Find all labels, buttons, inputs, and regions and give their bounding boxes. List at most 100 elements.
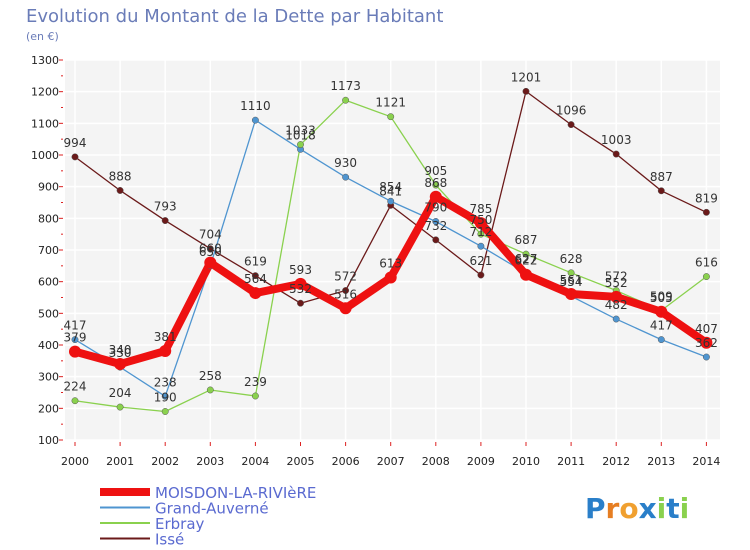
logo-letter: o bbox=[619, 492, 638, 525]
data-label: 330 bbox=[109, 346, 132, 360]
y-tick-label: 300 bbox=[38, 371, 59, 384]
data-point bbox=[702, 273, 710, 281]
data-label: 362 bbox=[695, 336, 718, 350]
x-tick-label: 2003 bbox=[196, 455, 224, 468]
data-label: 888 bbox=[109, 169, 132, 183]
data-label: 340 bbox=[109, 343, 132, 357]
y-axis-labels: 100 200 300 400 500 600 700 800 900 1000 1100 1200 1… bbox=[31, 54, 59, 447]
data-point bbox=[522, 87, 530, 95]
y-tick-label: 800 bbox=[38, 212, 59, 225]
y-tick-label: 1300 bbox=[31, 54, 59, 67]
legend-label: Erbray bbox=[155, 515, 205, 533]
data-point bbox=[432, 181, 440, 189]
data-point bbox=[297, 299, 304, 307]
data-label: 994 bbox=[64, 136, 87, 150]
data-label: 1201 bbox=[511, 70, 542, 84]
data-label: 482 bbox=[605, 298, 628, 312]
chart-subtitle: (en €) bbox=[26, 30, 59, 43]
data-point bbox=[251, 392, 259, 400]
axis-ticks bbox=[59, 59, 707, 446]
data-label: 258 bbox=[199, 369, 222, 383]
x-tick-label: 2008 bbox=[422, 455, 450, 468]
x-tick-label: 2004 bbox=[241, 455, 269, 468]
data-label: 616 bbox=[695, 256, 718, 270]
legend-label: MOISDON-LA-RIVIèRE bbox=[155, 484, 316, 502]
data-label: 622 bbox=[515, 254, 538, 268]
x-tick-label: 2006 bbox=[332, 455, 360, 468]
data-point bbox=[161, 392, 169, 400]
data-label: 819 bbox=[695, 191, 718, 205]
data-label: 238 bbox=[154, 375, 177, 389]
data-label: 687 bbox=[515, 233, 538, 247]
data-point bbox=[342, 173, 350, 181]
data-label: 190 bbox=[154, 391, 177, 405]
data-point bbox=[567, 269, 575, 277]
data-label: 554 bbox=[560, 275, 583, 289]
grid-lines bbox=[65, 59, 720, 441]
data-label: 1096 bbox=[556, 104, 587, 118]
data-point bbox=[565, 288, 578, 301]
data-label: 417 bbox=[64, 319, 87, 333]
data-label: 712 bbox=[469, 225, 492, 239]
x-tick-label: 2001 bbox=[106, 455, 134, 468]
data-point bbox=[387, 197, 395, 205]
data-point bbox=[429, 190, 442, 203]
data-point bbox=[114, 358, 127, 370]
data-point bbox=[700, 336, 713, 349]
data-label: 1033 bbox=[285, 124, 316, 138]
data-point bbox=[161, 408, 169, 415]
x-tick-label: 2014 bbox=[692, 455, 720, 468]
logo-letter: t bbox=[666, 492, 679, 525]
logo-letter: i bbox=[657, 492, 667, 525]
data-label: 407 bbox=[695, 322, 718, 336]
data-label: 572 bbox=[334, 270, 357, 284]
data-point bbox=[702, 353, 710, 361]
x-tick-label: 2007 bbox=[377, 455, 405, 468]
proxiti-logo: Proxiti bbox=[585, 492, 689, 525]
data-point bbox=[69, 345, 81, 358]
y-tick-label: 400 bbox=[38, 339, 59, 352]
data-label: 930 bbox=[334, 156, 357, 170]
y-tick-label: 1200 bbox=[31, 86, 59, 99]
data-label: 516 bbox=[334, 287, 357, 301]
logo-letter: r bbox=[606, 492, 620, 525]
data-point bbox=[251, 272, 259, 280]
data-label: 790 bbox=[424, 201, 447, 215]
data-label: 552 bbox=[605, 276, 628, 290]
data-point bbox=[116, 187, 124, 194]
data-label: 704 bbox=[199, 228, 222, 242]
data-label: 1003 bbox=[601, 133, 632, 147]
logo-letter: x bbox=[639, 492, 657, 525]
data-label: 613 bbox=[379, 257, 402, 271]
data-point bbox=[249, 287, 262, 300]
data-label: 619 bbox=[244, 255, 267, 269]
data-label: 905 bbox=[424, 164, 447, 178]
data-point bbox=[251, 116, 259, 124]
data-point bbox=[387, 113, 395, 121]
data-point bbox=[610, 290, 623, 303]
data-point bbox=[655, 305, 668, 318]
y-tick-label: 100 bbox=[38, 434, 59, 447]
data-point bbox=[71, 153, 79, 161]
y-tick-label: 500 bbox=[38, 307, 59, 320]
x-tick-label: 2000 bbox=[61, 455, 89, 468]
y-tick-label: 900 bbox=[38, 181, 59, 194]
data-point bbox=[612, 315, 620, 323]
series-points bbox=[69, 87, 713, 415]
data-point bbox=[657, 187, 665, 195]
data-point bbox=[71, 336, 79, 344]
data-label: 379 bbox=[64, 331, 87, 345]
data-label: 239 bbox=[244, 375, 267, 389]
data-point bbox=[339, 302, 352, 315]
data-point bbox=[116, 403, 124, 411]
data-label: 204 bbox=[109, 386, 132, 400]
x-tick-label: 2009 bbox=[467, 455, 495, 468]
data-label: 650 bbox=[199, 245, 222, 259]
data-point bbox=[477, 271, 485, 279]
data-point bbox=[657, 336, 665, 344]
data-label: 660 bbox=[199, 242, 222, 256]
data-point bbox=[432, 236, 440, 244]
logo-letter: P bbox=[585, 492, 606, 525]
data-point bbox=[477, 230, 485, 238]
data-label: 593 bbox=[289, 263, 312, 277]
